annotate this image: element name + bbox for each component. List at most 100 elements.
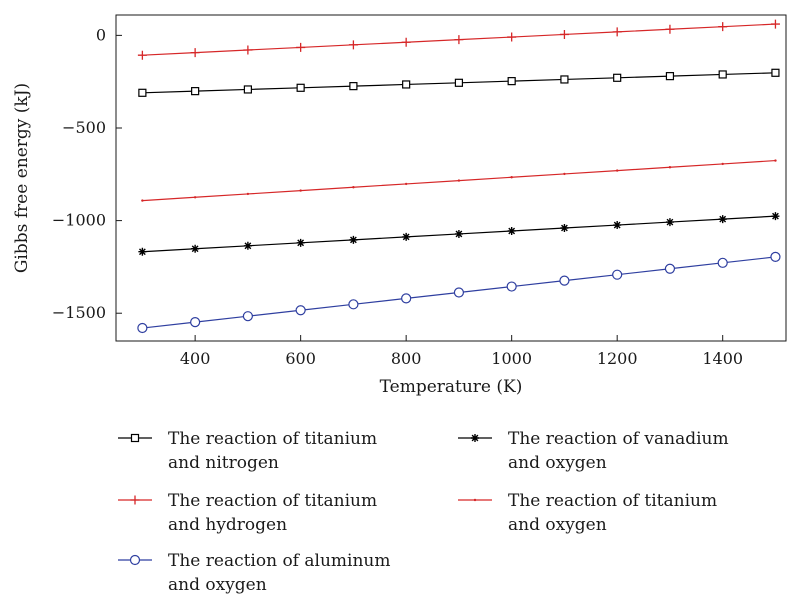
data-point (718, 215, 727, 224)
data-point (717, 257, 728, 268)
legend-marker (471, 434, 479, 442)
data-point (507, 226, 516, 235)
x-axis: 400 600 800 1000 1200 1400 (180, 335, 743, 368)
data-point (613, 73, 622, 82)
data-point (404, 182, 408, 186)
y-axis: 0 −500 −1000 −1500 (52, 25, 122, 322)
data-point (352, 186, 355, 189)
data-point (246, 192, 250, 196)
legend-entry: The reaction of aluminum and oxygen (118, 551, 390, 594)
data-point (401, 37, 411, 47)
x-tick-label: 600 (285, 349, 316, 368)
data-point (721, 162, 724, 166)
data-point (242, 311, 253, 322)
data-point (560, 224, 569, 233)
data-point (348, 299, 359, 310)
x-tick-label: 1400 (702, 349, 743, 368)
data-point (770, 251, 781, 263)
legend-label: The reaction of vanadium (508, 429, 729, 449)
y-tick-label: −500 (62, 118, 106, 137)
data-point (243, 45, 253, 55)
data-point (613, 221, 622, 230)
data-point (137, 322, 148, 334)
data-point (349, 82, 358, 91)
y-axis-title: Gibbs free energy (kJ) (12, 83, 32, 273)
y-tick-label: −1500 (52, 303, 106, 322)
data-point (402, 80, 411, 89)
data-point (718, 70, 727, 79)
legend-label: The reaction of titanium (508, 491, 717, 511)
data-point (615, 169, 619, 172)
legend-label: The reaction of titanium (168, 429, 377, 449)
legend-entry: The reaction of vanadium and oxygen (458, 429, 729, 473)
data-point (507, 32, 517, 42)
legend-marker (129, 554, 141, 566)
data-point (771, 68, 780, 77)
data-point (454, 35, 464, 45)
data-point (665, 218, 674, 227)
data-point (137, 50, 147, 60)
legend-entry: The reaction of titanium and oxygen (458, 491, 717, 535)
x-tick-label: 1200 (597, 349, 638, 368)
legend-label: The reaction of titanium (168, 491, 377, 511)
data-point (402, 232, 411, 241)
x-tick-label: 800 (391, 349, 422, 368)
data-point (193, 196, 197, 199)
data-point (612, 269, 623, 280)
data-point (138, 247, 147, 256)
data-point (191, 87, 200, 96)
legend-label: and oxygen (508, 453, 607, 473)
data-point (718, 22, 728, 32)
data-point (770, 19, 780, 29)
x-tick-label: 1000 (491, 349, 532, 368)
legend-label: and hydrogen (168, 515, 287, 535)
data-point (296, 83, 305, 92)
data-point (295, 305, 306, 316)
legend-entry: The reaction of titanium and nitrogen (118, 429, 377, 473)
data-point (453, 287, 465, 298)
x-tick-label: 400 (180, 349, 211, 368)
legend-marker (473, 498, 477, 502)
data-point (190, 317, 201, 328)
data-point (560, 75, 569, 84)
data-point (348, 40, 358, 50)
legend-marker (130, 495, 140, 505)
legend-label: and oxygen (168, 575, 267, 594)
series-lines (142, 23, 776, 329)
data-point (559, 275, 570, 286)
data-point (190, 48, 200, 58)
data-point (457, 179, 461, 182)
data-point (665, 24, 675, 34)
legend-marker (130, 433, 140, 443)
y-tick-label: 0 (96, 25, 106, 44)
legend-label: and oxygen (508, 515, 607, 535)
data-point (668, 166, 672, 169)
data-point (141, 199, 144, 202)
data-point (506, 281, 517, 292)
data-point (243, 85, 252, 94)
data-point (612, 27, 622, 37)
plot-frame (115, 14, 787, 342)
data-point (454, 229, 463, 238)
data-point (510, 176, 513, 179)
y-tick-label: −1000 (52, 211, 106, 230)
data-point (299, 189, 302, 192)
x-axis-title: Temperature (K) (380, 377, 523, 397)
data-point (563, 172, 566, 176)
data-point (664, 263, 676, 274)
data-point (771, 212, 780, 221)
data-point (349, 235, 358, 244)
legend-label: The reaction of aluminum (168, 551, 390, 571)
data-point (401, 293, 412, 304)
data-point (243, 241, 252, 250)
data-point (774, 159, 777, 162)
data-point (507, 77, 516, 86)
data-point (454, 78, 464, 87)
data-point (191, 244, 200, 253)
data-point (296, 238, 305, 247)
data-point (296, 42, 306, 52)
series-markers (137, 19, 781, 334)
data-point (138, 88, 147, 97)
